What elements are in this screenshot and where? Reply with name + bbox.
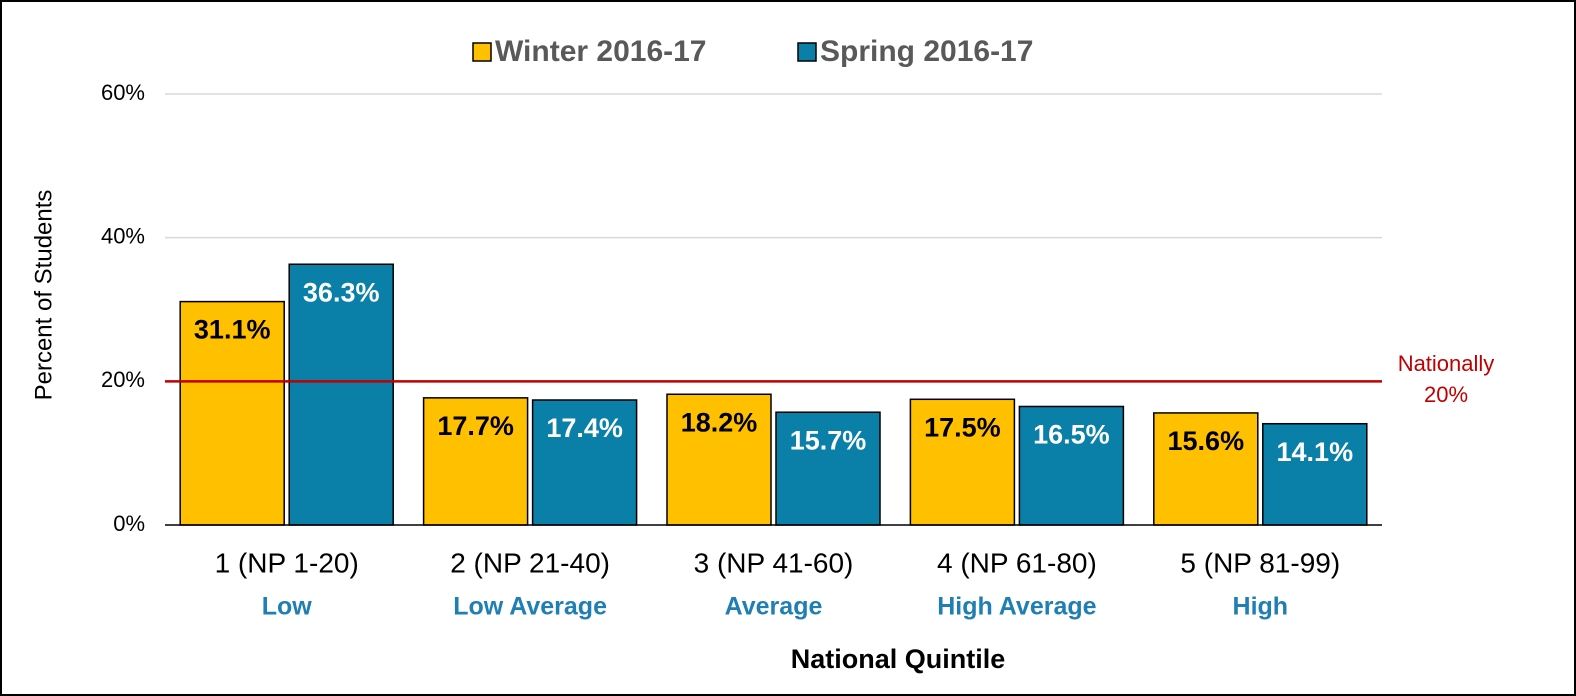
data-label: 36.3% (303, 277, 380, 307)
x-tick-label: 3 (NP 41-60) (694, 547, 854, 578)
x-tick-label: 1 (NP 1-20) (215, 547, 359, 578)
y-axis-title: Percent of Students (30, 190, 57, 401)
data-label: 15.6% (1168, 426, 1245, 456)
x-tick-sublabel: High Average (937, 593, 1096, 621)
legend-label: Spring 2016-17 (820, 35, 1033, 68)
bar (775, 411, 881, 526)
bar (179, 300, 285, 526)
x-axis-title: National Quintile (791, 644, 1006, 674)
data-label: 31.1% (194, 315, 271, 345)
data-label: 17.7% (437, 411, 514, 441)
data-label: 16.5% (1033, 420, 1110, 450)
bar (531, 399, 638, 526)
legend-swatch (797, 42, 817, 62)
y-tick-label: 0% (113, 511, 145, 536)
x-tick-label: 2 (NP 21-40) (450, 547, 610, 578)
bar (422, 397, 529, 526)
reference-value-label: 20% (1424, 382, 1468, 407)
x-tick-sublabel: High (1233, 593, 1289, 621)
data-label: 15.7% (790, 425, 867, 455)
data-label: 17.4% (546, 413, 623, 443)
x-tick-label: 4 (NP 61-80) (937, 547, 1097, 578)
x-tick-sublabel: Low Average (453, 593, 607, 621)
data-label: 14.1% (1277, 437, 1354, 467)
y-tick-label: 20% (101, 367, 145, 392)
x-tick-sublabel: Average (725, 593, 823, 621)
x-tick-sublabel: Low (262, 593, 313, 621)
data-label: 17.5% (924, 412, 1001, 442)
data-label: 18.2% (681, 407, 758, 437)
reference-label: Nationally (1398, 351, 1495, 376)
legend-swatch (472, 42, 492, 62)
y-tick-label: 40% (101, 223, 145, 248)
legend-label: Winter 2016-17 (495, 35, 707, 68)
y-tick-label: 60% (101, 80, 145, 105)
bar (1018, 405, 1125, 526)
bar (288, 263, 394, 526)
x-tick-label: 5 (NP 81-99) (1180, 547, 1340, 578)
